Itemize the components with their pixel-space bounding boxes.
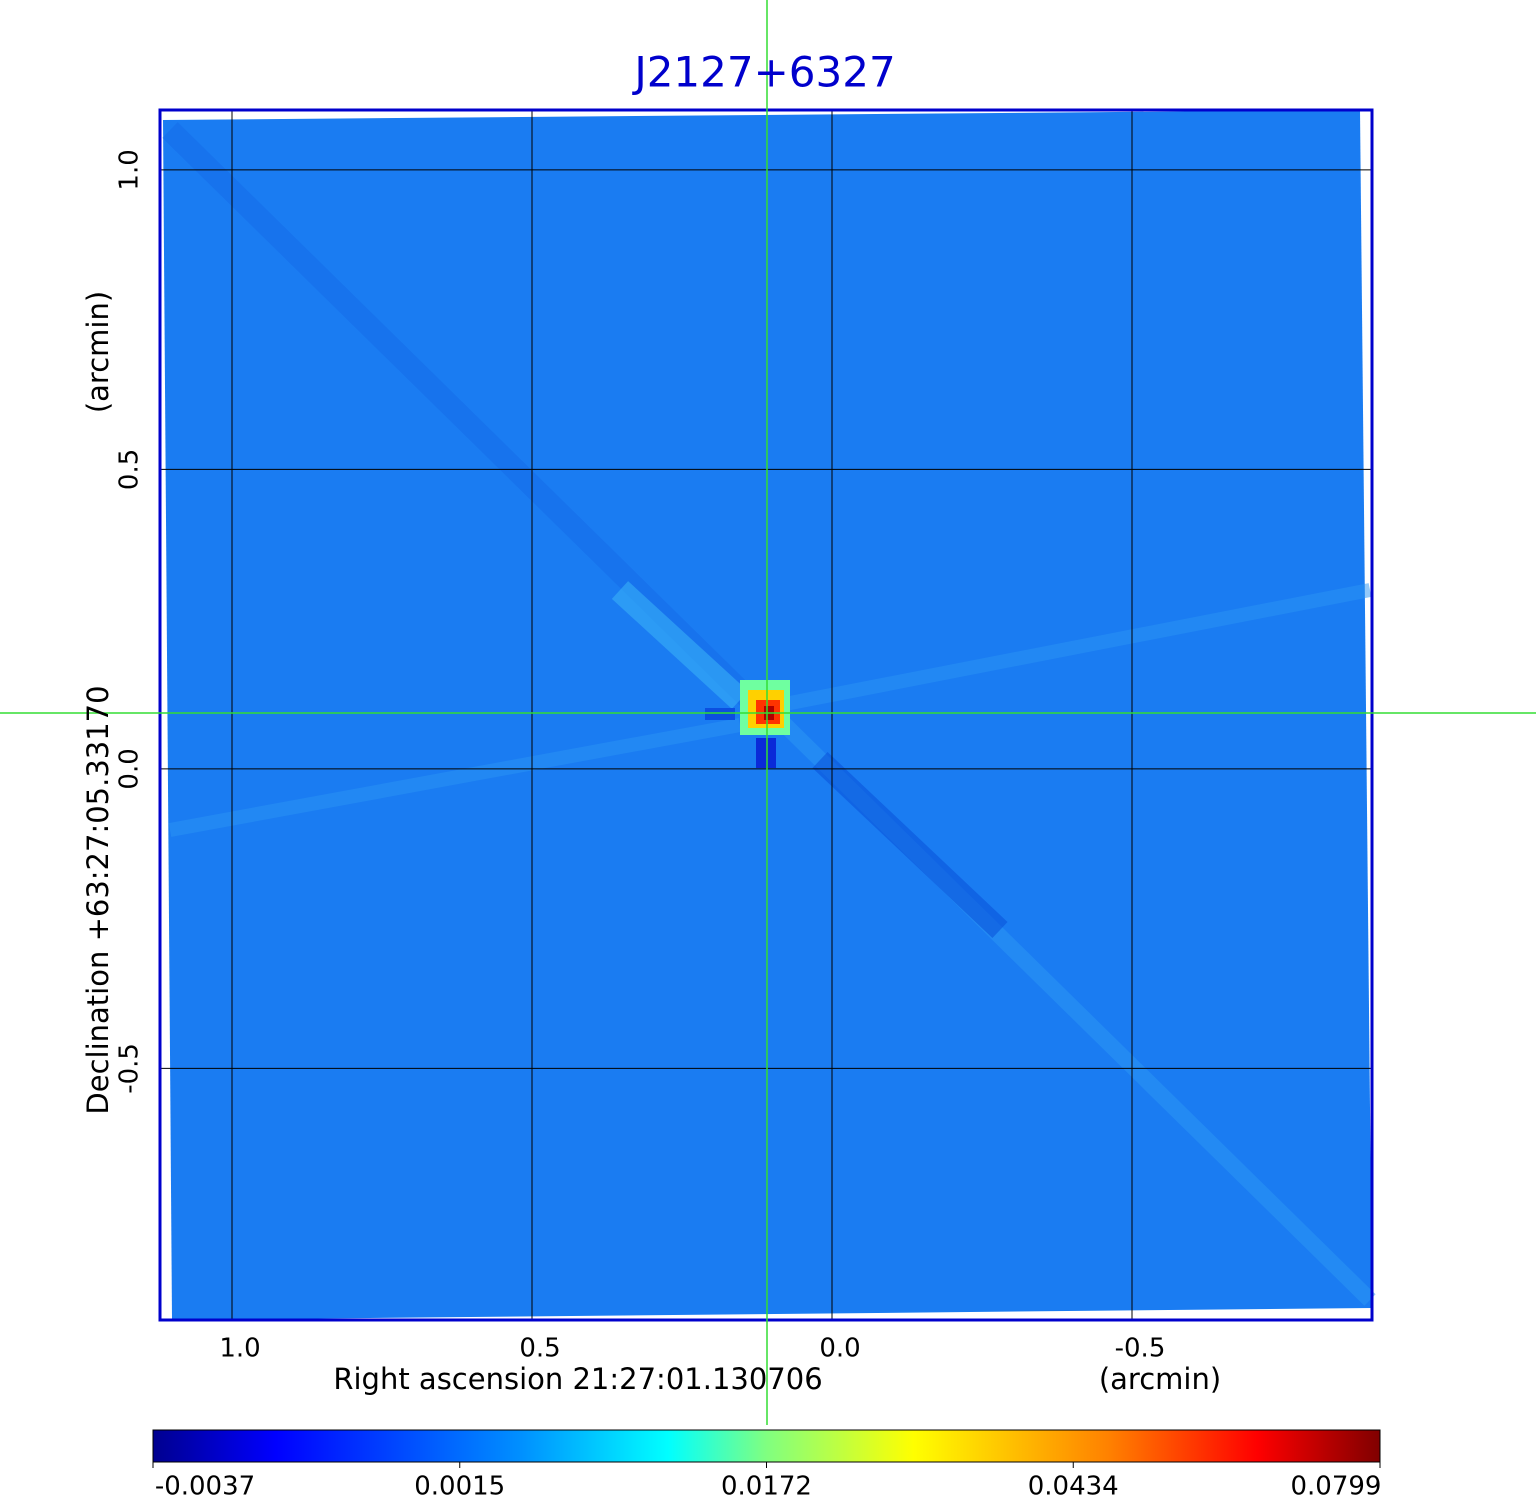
colorbar-tick-label: -0.0037 (155, 1472, 255, 1500)
colorbar-tick-label: 0.0172 (721, 1472, 812, 1500)
colorbar (152, 1429, 1381, 1463)
x-axis-unit: (arcmin) (1099, 1362, 1221, 1396)
colorbar-tick-label: 0.0799 (1291, 1472, 1382, 1500)
y-axis-unit: (arcmin) (81, 291, 115, 413)
x-tick-label: 0.0 (819, 1334, 860, 1364)
y-tick-label: -0.5 (115, 1043, 145, 1094)
colorbar-tick-label: 0.0015 (414, 1472, 505, 1500)
chart-title: J2127+6327 (631, 48, 895, 97)
x-tick-label: -0.5 (1115, 1334, 1166, 1364)
y-tick-label: 0.0 (115, 748, 145, 789)
grid (160, 110, 1372, 1320)
plot-frame (158, 108, 1374, 1322)
x-axis-label: Right ascension 21:27:01.130706 (333, 1362, 822, 1396)
y-tick-label: 0.5 (115, 449, 145, 490)
x-tick-label: 1.0 (219, 1334, 260, 1364)
y-tick-label: 1.0 (115, 149, 145, 190)
y-axis-label: Declination +63:27:05.33170 (81, 685, 115, 1114)
colorbar-tick-label: 0.0434 (1028, 1472, 1119, 1500)
x-tick-label: 0.5 (519, 1334, 560, 1364)
